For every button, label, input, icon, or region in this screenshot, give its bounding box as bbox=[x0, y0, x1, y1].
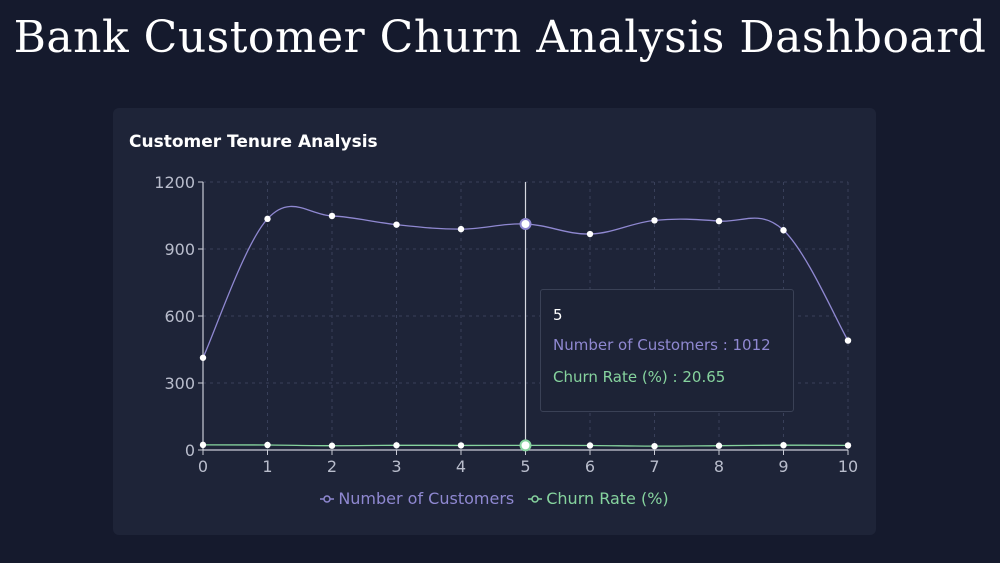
y-tick-label: 600 bbox=[164, 307, 195, 326]
series-customers-point bbox=[393, 221, 400, 228]
series-customers-point bbox=[780, 227, 787, 234]
series-customers-point bbox=[199, 354, 207, 361]
chart-title: Customer Tenure Analysis bbox=[129, 132, 378, 152]
series-churn-point bbox=[264, 441, 271, 449]
series-customers-point bbox=[264, 215, 271, 223]
series-customers-point bbox=[586, 230, 594, 238]
x-tick-label: 3 bbox=[391, 457, 401, 476]
tooltip-customers: Number of Customers : 1012 bbox=[553, 336, 771, 354]
series-churn-point bbox=[457, 442, 465, 449]
x-tick-label: 1 bbox=[262, 457, 272, 476]
series-churn-point bbox=[715, 442, 723, 449]
x-tick-label: 8 bbox=[714, 457, 724, 476]
series-churn-point bbox=[328, 442, 336, 449]
y-tick-label: 300 bbox=[164, 374, 195, 393]
tooltip-churn: Churn Rate (%) : 20.65 bbox=[553, 368, 726, 386]
legend-customers-label: Number of Customers bbox=[338, 489, 515, 508]
legend-customers-icon bbox=[320, 494, 335, 503]
x-tick-label: 7 bbox=[649, 457, 659, 476]
series-churn-point bbox=[519, 439, 532, 452]
series-customers-point bbox=[844, 337, 852, 344]
page-title: Bank Customer Churn Analysis Dashboard bbox=[13, 12, 987, 63]
x-tick-label: 2 bbox=[327, 457, 337, 476]
series-churn-point bbox=[393, 442, 400, 449]
x-tick-label: 9 bbox=[778, 457, 788, 476]
series-layer bbox=[199, 205, 852, 452]
x-tick-label: 4 bbox=[456, 457, 466, 476]
series-churn-point bbox=[199, 441, 207, 449]
series-customers-point bbox=[328, 212, 336, 220]
chart-card: Customer Tenure Analysis 0 300 600 900 1200 0… bbox=[113, 108, 876, 535]
x-tick-label: 5 bbox=[520, 457, 530, 476]
y-tick-label: 1200 bbox=[154, 173, 195, 192]
series-customers-point bbox=[457, 225, 465, 233]
series-churn-point bbox=[586, 442, 594, 449]
legend-item-customers[interactable]: Number of Customers bbox=[320, 489, 514, 508]
hover-tooltip: 5 Number of Customers : 1012 Churn Rate … bbox=[540, 289, 794, 412]
x-tick-label: 6 bbox=[585, 457, 595, 476]
legend: Number of Customers Churn Rate (%) bbox=[113, 489, 876, 508]
tooltip-title: 5 bbox=[553, 306, 563, 324]
series-churn-point bbox=[844, 442, 852, 449]
series-churn-point bbox=[651, 442, 658, 450]
series-customers-point bbox=[519, 217, 532, 230]
legend-item-churn[interactable]: Churn Rate (%) bbox=[528, 489, 669, 508]
series-customers-point bbox=[715, 217, 723, 225]
y-tick-label: 0 bbox=[185, 441, 195, 460]
legend-churn-label: Churn Rate (%) bbox=[546, 489, 669, 508]
x-tick-label: 10 bbox=[838, 457, 858, 476]
x-tick-label: 0 bbox=[198, 457, 208, 476]
y-tick-label: 900 bbox=[164, 240, 195, 259]
series-customers-point bbox=[651, 217, 658, 224]
legend-churn-icon bbox=[528, 494, 543, 503]
series-churn-point bbox=[780, 441, 787, 449]
